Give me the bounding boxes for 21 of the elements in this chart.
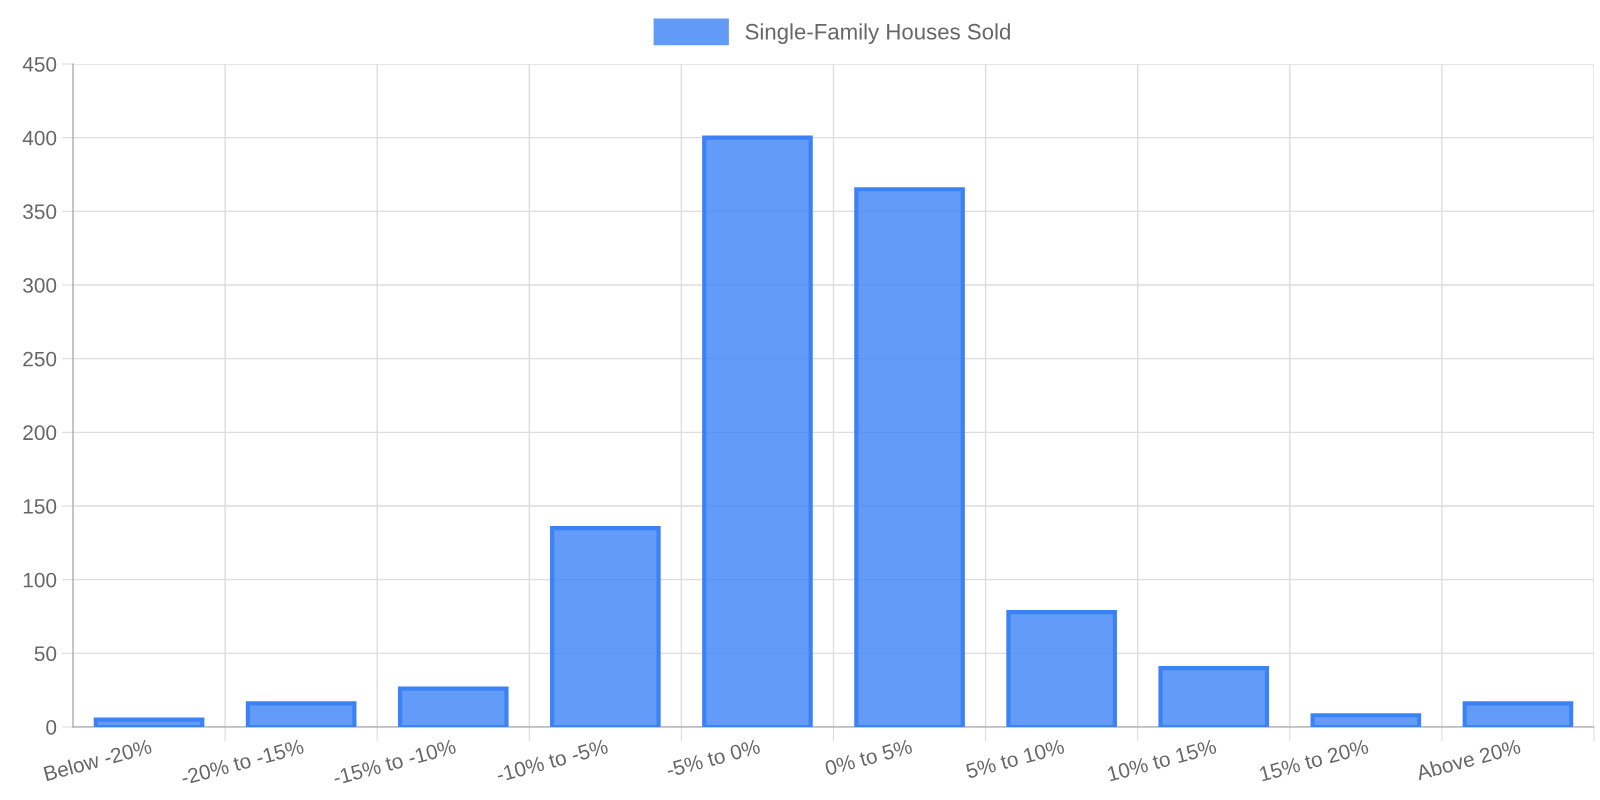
y-tick-label: 100 xyxy=(23,572,57,588)
y-tick-label: 0 xyxy=(46,720,57,735)
x-tick-label: Above 20% xyxy=(1415,738,1522,781)
x-tick-label: -20% to -15% xyxy=(180,738,305,786)
y-tick-label: 150 xyxy=(23,499,57,514)
x-tick-label: 15% to 20% xyxy=(1259,738,1370,782)
y-tick-label: 350 xyxy=(23,204,57,220)
y-tick-label: 300 xyxy=(23,278,57,293)
y-tick-label: 50 xyxy=(34,646,57,662)
y-tick-label: 200 xyxy=(23,425,57,441)
x-tick-label: 10% to 15% xyxy=(1106,738,1217,782)
y-tick-label: 400 xyxy=(22,130,57,146)
x-tick-label: 0% to 5% xyxy=(824,738,913,776)
x-tick-label: Below -20% xyxy=(43,738,153,782)
x-tick-label: -10% to -5% xyxy=(495,738,609,783)
x-tick-label: -5% to 0% xyxy=(665,738,761,778)
legend-label: Single-Family Houses Sold xyxy=(745,23,1010,44)
x-tick-label: 5% to 10% xyxy=(965,738,1065,779)
x-tick-label: -15% to -10% xyxy=(332,738,457,786)
y-tick-label: 250 xyxy=(23,351,57,367)
y-tick-label: 450 xyxy=(22,57,57,72)
